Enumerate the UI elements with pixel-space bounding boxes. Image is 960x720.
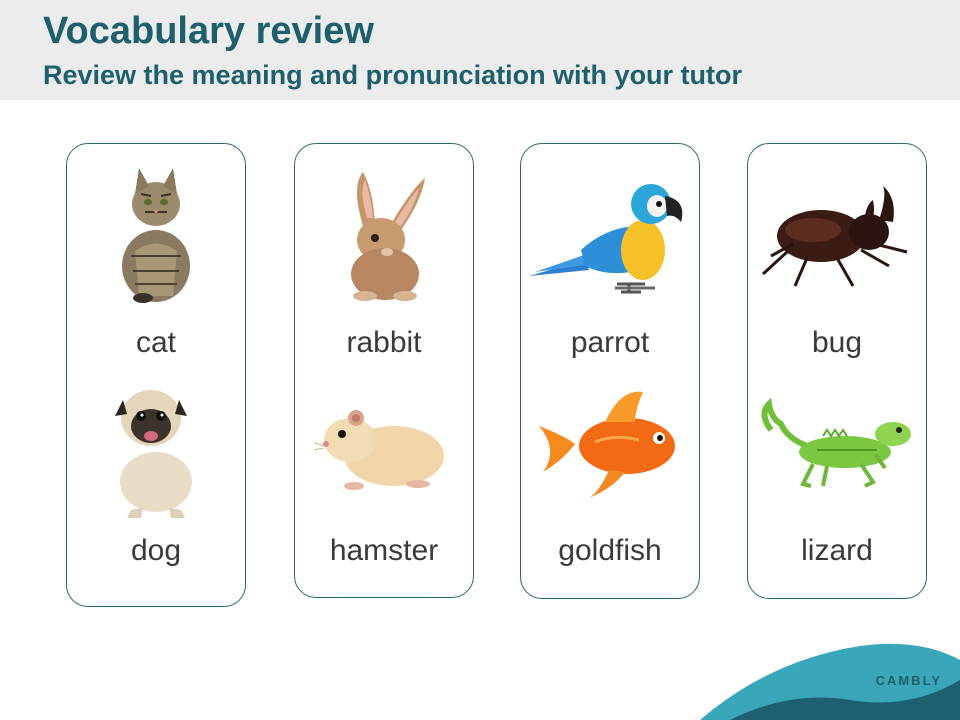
vocab-word: hamster bbox=[329, 534, 439, 567]
vocab-word: goldfish bbox=[558, 534, 662, 567]
rabbit-icon bbox=[351, 172, 425, 301]
page-title: Vocabulary review bbox=[43, 10, 374, 52]
vocab-item-dog: dog bbox=[67, 364, 245, 574]
parrot-icon bbox=[529, 184, 683, 294]
vocab-word: cat bbox=[135, 326, 177, 359]
vocab-card-2: rabbit hamster bbox=[294, 143, 474, 598]
footer-brand-area: CAMBLY bbox=[700, 640, 960, 720]
bug-icon bbox=[761, 186, 908, 287]
vocab-item-bug: bug bbox=[748, 150, 926, 360]
hamster-icon bbox=[314, 410, 444, 490]
goldfish-icon bbox=[539, 391, 675, 498]
vocab-word: lizard bbox=[801, 534, 873, 567]
wave-decoration bbox=[700, 643, 960, 720]
vocab-card-4: bug lizard bbox=[747, 143, 927, 599]
vocab-word: dog bbox=[130, 534, 182, 567]
vocab-item-hamster: hamster bbox=[295, 364, 473, 574]
cat-icon bbox=[122, 168, 190, 303]
vocab-word: bug bbox=[811, 326, 863, 359]
page-subtitle: Review the meaning and pronunciation wit… bbox=[43, 60, 743, 90]
dog-icon bbox=[115, 390, 192, 518]
header-band: Vocabulary review Review the meaning and… bbox=[0, 0, 960, 100]
lizard-icon bbox=[761, 397, 911, 488]
vocab-item-parrot: parrot bbox=[521, 150, 699, 360]
vocab-card-1: cat dog bbox=[66, 143, 246, 607]
vocab-word: parrot bbox=[570, 326, 650, 359]
vocab-word: rabbit bbox=[346, 326, 422, 359]
vocab-item-rabbit: rabbit bbox=[295, 150, 473, 360]
vocab-item-cat: cat bbox=[67, 150, 245, 360]
vocab-card-3: parrot goldfish bbox=[520, 143, 700, 599]
vocab-item-lizard: lizard bbox=[748, 364, 926, 574]
vocab-item-goldfish: goldfish bbox=[521, 364, 699, 574]
brand-logo: CAMBLY bbox=[875, 673, 942, 688]
